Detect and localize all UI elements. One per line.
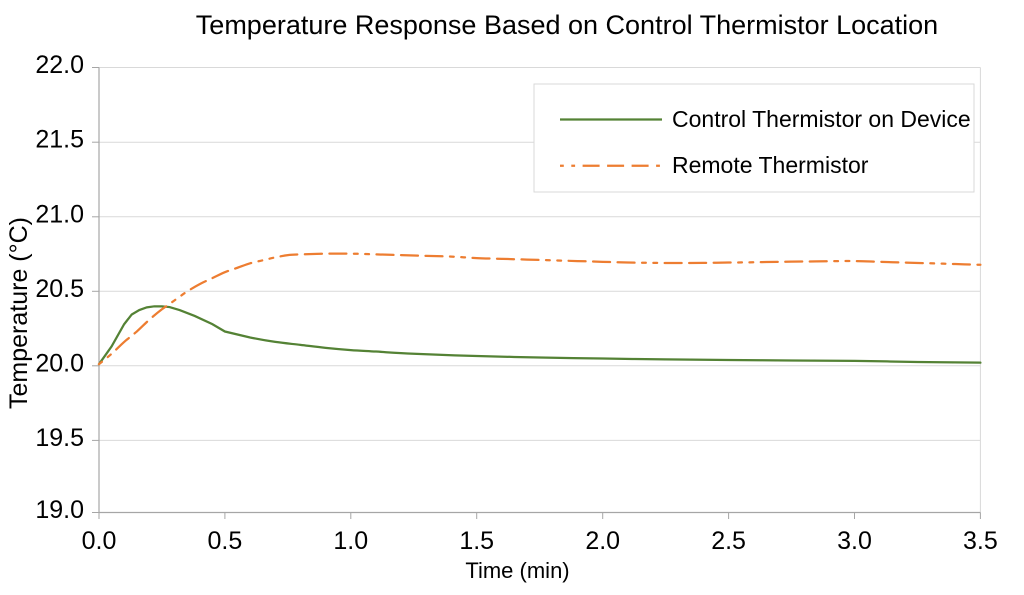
svg-text:19.0: 19.0 — [35, 496, 84, 524]
svg-text:21.5: 21.5 — [35, 126, 84, 154]
svg-text:1.5: 1.5 — [459, 527, 494, 555]
svg-text:Time (min): Time (min) — [465, 558, 569, 583]
svg-text:Temperature (°C): Temperature (°C) — [5, 217, 33, 409]
svg-text:20.5: 20.5 — [35, 275, 84, 303]
svg-text:Control Thermistor on Device: Control Thermistor on Device — [672, 106, 971, 132]
svg-text:20.0: 20.0 — [35, 349, 84, 377]
svg-text:1.0: 1.0 — [333, 527, 368, 555]
svg-text:2.5: 2.5 — [711, 527, 746, 555]
svg-text:Remote Thermistor: Remote Thermistor — [672, 152, 869, 178]
svg-text:2.0: 2.0 — [585, 527, 620, 555]
svg-text:21.0: 21.0 — [35, 200, 84, 228]
svg-text:22.0: 22.0 — [35, 51, 84, 79]
svg-text:0.5: 0.5 — [208, 527, 243, 555]
svg-text:3.0: 3.0 — [837, 527, 872, 555]
svg-text:19.5: 19.5 — [35, 424, 84, 452]
svg-text:3.5: 3.5 — [963, 527, 998, 555]
svg-text:0.0: 0.0 — [82, 527, 117, 555]
